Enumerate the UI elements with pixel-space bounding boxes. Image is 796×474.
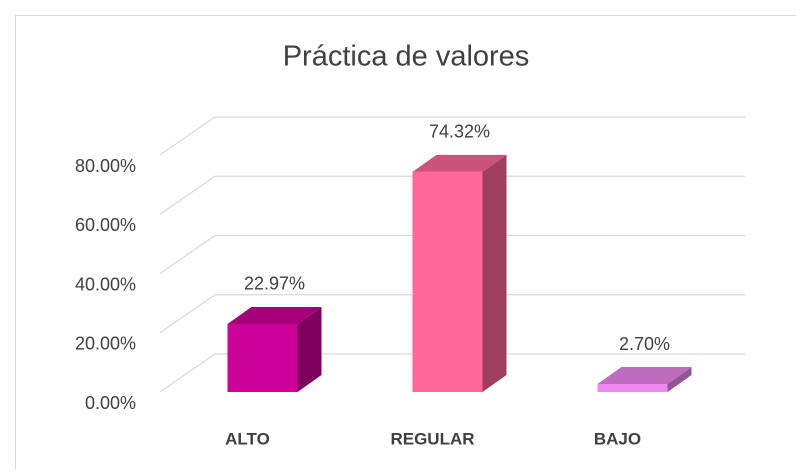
x-tick-label: ALTO <box>225 429 270 448</box>
y-tick-label: 20.00% <box>75 334 136 354</box>
x-tick-label: BAJO <box>594 429 641 448</box>
y-tick-label: 0.00% <box>85 393 136 413</box>
bar <box>598 384 668 392</box>
x-tick-label: REGULAR <box>390 429 474 448</box>
chart-title: Práctica de valores <box>283 41 530 73</box>
bar <box>413 172 483 392</box>
y-tick-label: 80.00% <box>75 156 136 176</box>
y-tick-label: 40.00% <box>75 274 136 294</box>
bar <box>228 324 298 392</box>
y-tick-label: 60.00% <box>75 215 136 235</box>
value-label: 74.32% <box>429 122 490 142</box>
bar-side <box>483 155 507 392</box>
value-label: 22.97% <box>244 274 305 294</box>
value-label: 2.70% <box>619 334 670 354</box>
